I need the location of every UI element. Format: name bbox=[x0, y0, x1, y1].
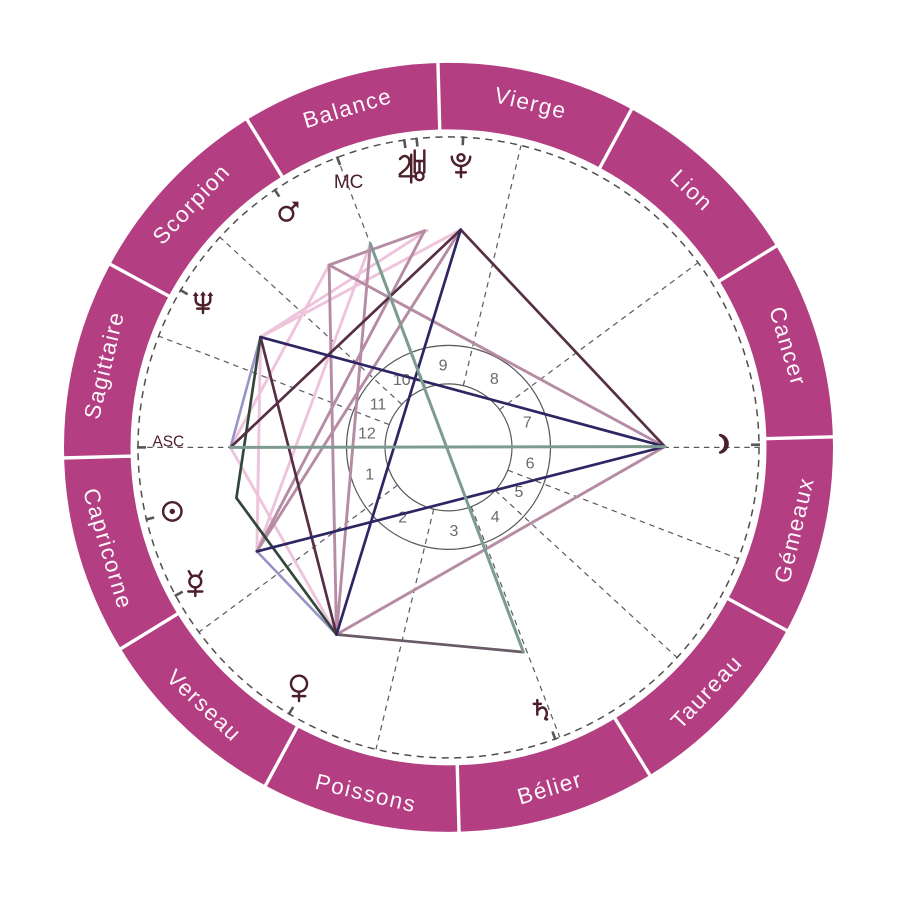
svg-text:8: 8 bbox=[490, 371, 499, 388]
svg-text:3: 3 bbox=[449, 523, 458, 540]
svg-text:1: 1 bbox=[365, 466, 374, 483]
svg-text:7: 7 bbox=[523, 414, 532, 431]
svg-text:4: 4 bbox=[491, 509, 500, 526]
svg-text:9: 9 bbox=[439, 358, 448, 375]
svg-text:MC: MC bbox=[334, 172, 364, 193]
svg-text:11: 11 bbox=[370, 397, 387, 414]
svg-text:12: 12 bbox=[358, 425, 376, 442]
svg-text:ASC: ASC bbox=[152, 433, 184, 450]
svg-text:5: 5 bbox=[515, 484, 524, 501]
svg-text:6: 6 bbox=[526, 456, 535, 473]
